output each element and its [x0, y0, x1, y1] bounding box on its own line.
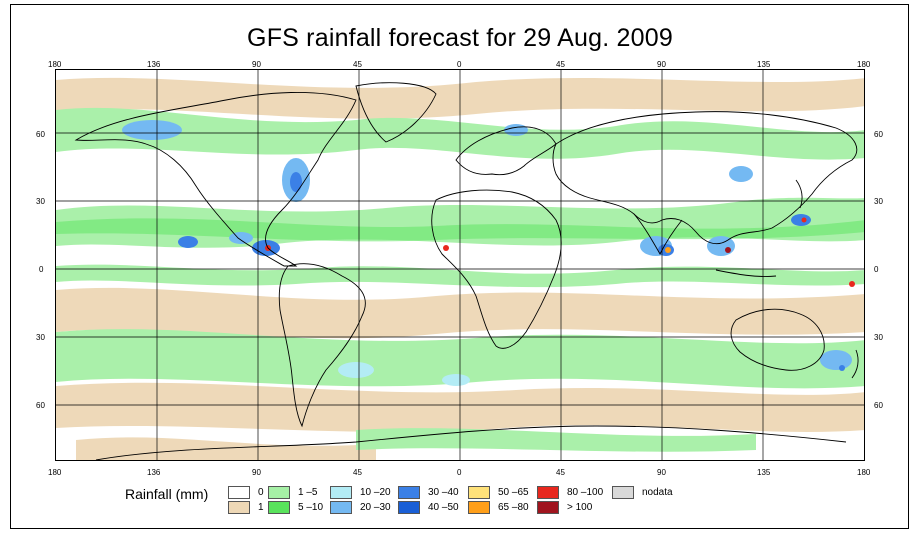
legend-label: 65 –80: [498, 502, 529, 513]
coastlines: [74, 82, 859, 460]
lon-label-top: 180: [857, 60, 871, 69]
lat-label-left: 60: [36, 130, 45, 139]
legend-label: nodata: [642, 487, 673, 498]
legend-label: 50 –65: [498, 487, 529, 498]
legend-swatch: [468, 501, 490, 514]
lon-label-bottom: 0: [457, 468, 462, 477]
lon-label-top: 45: [353, 60, 362, 69]
legend-swatch: [268, 486, 290, 499]
graticule: [56, 70, 864, 460]
legend-label: 20 –30: [360, 502, 391, 513]
legend-label: 5 –10: [298, 502, 324, 513]
legend-label: 0: [258, 487, 264, 498]
lon-label-top: 90: [657, 60, 666, 69]
legend-swatch: [228, 486, 250, 499]
legend-label: 1 –5: [298, 487, 318, 498]
lon-label-bottom: 45: [353, 468, 362, 477]
lon-label-top: 0: [457, 60, 462, 69]
lon-label-top: 90: [252, 60, 261, 69]
lat-label-right: 60: [874, 401, 883, 410]
legend-label: > 100: [567, 502, 593, 513]
lon-label-bottom: 180: [857, 468, 871, 477]
figure-frame: [10, 4, 909, 529]
lon-label-bottom: 136: [147, 468, 161, 477]
legend-label: 40 –50: [428, 502, 459, 513]
lon-label-top: 45: [556, 60, 565, 69]
rainfall-fields: [56, 77, 864, 460]
legend-label: 10 –20: [360, 487, 391, 498]
lat-label-right: 60: [874, 130, 883, 139]
lon-label-top: 135: [757, 60, 771, 69]
lon-label-bottom: 135: [757, 468, 771, 477]
legend-swatch: [330, 501, 352, 514]
legend-swatch: [537, 486, 559, 499]
legend-swatch: [398, 501, 420, 514]
lat-label-right: 30: [874, 333, 883, 342]
legend-label: 1: [258, 502, 264, 513]
lon-label-top: 136: [147, 60, 161, 69]
legend-swatch: [330, 486, 352, 499]
legend-label: 30 –40: [428, 487, 459, 498]
lon-label-top: 180: [48, 60, 62, 69]
legend-swatch: [612, 486, 634, 499]
map-title: GFS rainfall forecast for 29 Aug. 2009: [247, 24, 673, 52]
lat-label-left: 0: [39, 265, 44, 274]
rainfall-map: [55, 69, 865, 461]
lon-label-bottom: 90: [657, 468, 666, 477]
legend-swatch: [537, 501, 559, 514]
legend-title: Rainfall (mm): [125, 486, 209, 502]
lon-label-bottom: 90: [252, 468, 261, 477]
lon-label-bottom: 180: [48, 468, 62, 477]
legend-swatch: [468, 486, 490, 499]
lat-label-left: 60: [36, 401, 45, 410]
lon-label-bottom: 45: [556, 468, 565, 477]
lat-label-left: 30: [36, 333, 45, 342]
lat-label-left: 30: [36, 197, 45, 206]
legend-swatch: [268, 501, 290, 514]
rainfall-map-svg: [56, 70, 864, 460]
lat-label-right: 0: [874, 265, 879, 274]
legend-label: 80 –100: [567, 487, 604, 498]
legend-swatch: [398, 486, 420, 499]
lat-label-right: 30: [874, 197, 883, 206]
legend-swatch: [228, 501, 250, 514]
